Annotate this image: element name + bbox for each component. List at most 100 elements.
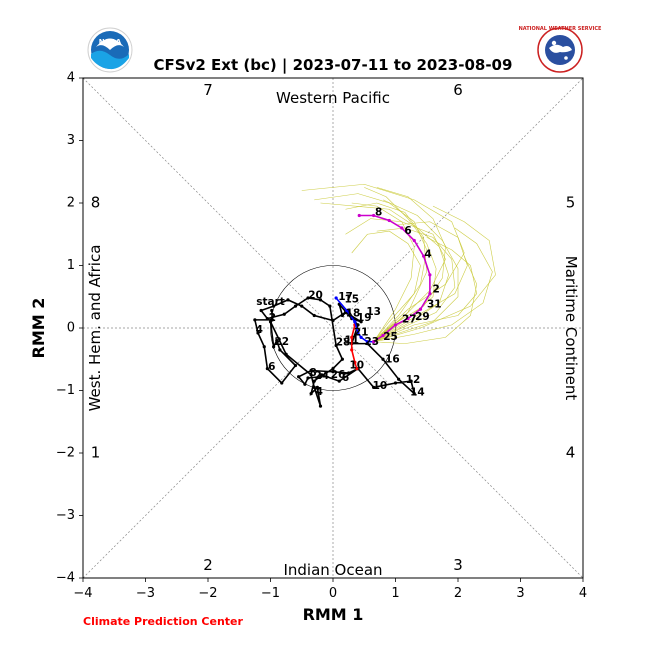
day-label-30: 15: [344, 293, 359, 305]
ensemble-member-13: [373, 227, 456, 343]
ensemble-group: [301, 183, 496, 344]
series-point-forecast-mid-blue-5: [359, 335, 363, 339]
series-point-observed-4: [256, 331, 260, 335]
day-label-31: 13: [366, 306, 381, 318]
series-point-observed-34: [340, 313, 344, 318]
chart-title: CFSv2 Ext (bc) | 2023-07-11 to 2023-08-0…: [154, 56, 513, 75]
phase-label-1: 1: [91, 444, 101, 462]
day-label-1: start: [256, 296, 285, 308]
x-tick-label-6: 1: [391, 586, 399, 601]
series-point-observed-10: [275, 338, 279, 343]
x-tick-label-1: −4: [73, 586, 92, 601]
series-point-observed-60: [347, 371, 351, 375]
series-point-forecast-mid-blue-4: [356, 331, 360, 335]
series-point-observed-1: [270, 308, 274, 313]
series-point-forecast-late-magenta-5: [418, 307, 423, 311]
day-label-28: 8: [375, 206, 382, 218]
ensemble-member-12: [373, 221, 468, 343]
region-label-right: Maritime Continent: [562, 256, 580, 401]
x-tick-label-5: 0: [329, 586, 337, 601]
day-label-16: 6: [342, 372, 349, 384]
y-tick-label-4: −1: [56, 383, 75, 398]
series-point-forecast-mid-blue-3: [353, 320, 357, 324]
day-label-29: 17: [338, 291, 353, 303]
series-point-forecast-late-magenta-9: [412, 238, 416, 243]
series-point-observed-49: [318, 298, 323, 302]
series-point-observed-8: [293, 363, 298, 368]
phase-label-6: 6: [453, 81, 463, 99]
day-label-5: 22: [274, 336, 289, 348]
series-point-forecast-late-magenta-1: [372, 340, 376, 344]
series-point-observed-43: [272, 304, 276, 308]
day-label-11: 10: [349, 360, 364, 372]
day-label-25: 2: [432, 283, 439, 295]
series-point-observed-47: [293, 304, 298, 308]
series-point-observed-58: [309, 368, 313, 373]
day-label-2: 20: [308, 290, 323, 302]
day-label-24: 31: [427, 298, 442, 310]
series-point-forecast-early-red-3: [350, 348, 354, 352]
series-point-forecast-late-magenta-2: [381, 333, 385, 338]
series-point-observed-53: [331, 367, 335, 371]
series-point-forecast-late-magenta-3: [393, 323, 398, 327]
day-label-22: 27: [402, 313, 417, 325]
ensemble-member-15: [373, 227, 493, 343]
series-point-observed-41: [300, 304, 304, 308]
y-tick-label-2: −3: [56, 508, 75, 523]
series-point-forecast-mid-blue-1: [334, 296, 338, 300]
day-label-21: 25: [383, 331, 398, 343]
day-label-7: 8: [309, 367, 316, 379]
y-axis-label: RMM 2: [29, 298, 48, 359]
series-point-forecast-late-magenta-10: [400, 226, 404, 230]
series-point-forecast-late-magenta-12: [372, 213, 376, 218]
series-point-observed-37: [359, 320, 363, 324]
series-point-observed-17: [315, 385, 319, 389]
series-point-observed-40: [312, 313, 316, 318]
day-label-9: 26: [331, 369, 346, 381]
series-line-observed: [253, 297, 416, 407]
series-point-observed-7: [280, 381, 284, 385]
series-point-observed-55: [306, 376, 310, 380]
day-label-17: 4: [316, 386, 323, 398]
series-point-observed-50: [328, 304, 332, 308]
footer-credit: Climate Prediction Center: [83, 615, 243, 628]
series-point-forecast-late-magenta-13: [357, 213, 361, 218]
series-point-observed-9: [278, 348, 282, 352]
series-point-forecast-early-red-4: [353, 360, 357, 364]
series-point-observed-13: [284, 352, 288, 356]
y-tick-label-3: −2: [56, 446, 75, 461]
phase-label-7: 7: [203, 81, 213, 99]
day-label-18: 11: [344, 335, 359, 347]
nws-logo-text: NATIONAL WEATHER SERVICE: [519, 26, 602, 32]
y-tick-label-5: 0: [67, 321, 75, 336]
day-label-14: 16: [385, 353, 400, 365]
series-point-forecast-early-red-5: [355, 367, 359, 371]
day-label-8: 24: [314, 370, 329, 382]
ensemble-member-14: [351, 202, 415, 342]
ensemble-member-4: [351, 230, 421, 342]
series-point-observed-56: [303, 382, 307, 386]
series-point-forecast-late-magenta-6: [428, 292, 432, 296]
series-point-observed-42: [286, 298, 290, 302]
x-tick-label-4: −1: [261, 586, 280, 601]
series-point-observed-45: [265, 317, 269, 321]
day-label-13: 14: [410, 386, 425, 398]
day-label-6: 6: [268, 361, 275, 373]
x-tick-label-9: 4: [579, 586, 587, 601]
ensemble-member-9: [373, 256, 478, 344]
series-point-observed-3: [253, 318, 257, 322]
ensemble-member-11: [345, 202, 428, 342]
day-label-10: 28: [336, 336, 351, 348]
series-point-observed-39: [331, 318, 335, 323]
x-tick-label-7: 2: [454, 586, 462, 601]
series-point-observed-59: [331, 370, 335, 374]
series-point-observed-12: [268, 320, 273, 324]
series-point-observed-25: [409, 379, 413, 383]
series-point-observed-28: [381, 357, 385, 361]
y-tick-label-1: −4: [56, 571, 75, 586]
series-point-observed-6: [265, 367, 269, 371]
ensemble-member-3: [373, 237, 478, 343]
day-label-15: 10: [373, 380, 388, 392]
noaa-logo: NOAA: [87, 27, 133, 73]
